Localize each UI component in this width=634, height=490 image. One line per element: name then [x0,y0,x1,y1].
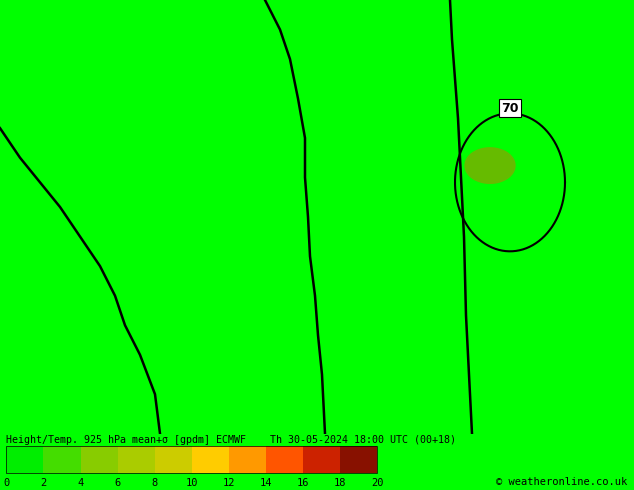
Text: 8: 8 [152,478,158,488]
Bar [340,446,377,473]
Bar [6,446,43,473]
Bar [303,446,340,473]
Bar [229,446,266,473]
Text: 70: 70 [501,102,519,115]
Text: 4: 4 [77,478,84,488]
Bar [118,446,155,473]
Text: 14: 14 [260,478,272,488]
Text: 12: 12 [223,478,235,488]
Bar [6,446,377,473]
Bar [43,446,81,473]
Text: 10: 10 [186,478,198,488]
Text: 0: 0 [3,478,10,488]
Text: 20: 20 [371,478,384,488]
Text: 18: 18 [334,478,346,488]
Bar [266,446,303,473]
Text: 2: 2 [41,478,46,488]
Bar [155,446,191,473]
Bar [191,446,229,473]
Bar [81,446,118,473]
Polygon shape [465,148,515,183]
Text: Height/Temp. 925 hPa mean+σ [gpdm] ECMWF    Th 30-05-2024 18:00 UTC (00+18): Height/Temp. 925 hPa mean+σ [gpdm] ECMWF… [6,435,456,445]
Text: 16: 16 [297,478,309,488]
Text: 6: 6 [115,478,120,488]
Text: © weatheronline.co.uk: © weatheronline.co.uk [496,477,628,487]
